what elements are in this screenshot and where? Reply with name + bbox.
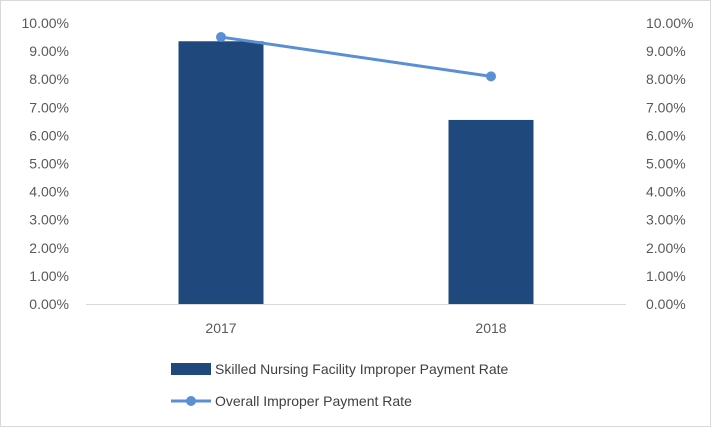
series-line xyxy=(220,35,492,78)
left-axis-tick-label: 9.00% xyxy=(29,43,69,59)
x-axis-tick-label: 2018 xyxy=(475,320,506,336)
right-axis-tick-label: 7.00% xyxy=(646,99,686,115)
left-axis-tick-label: 1.00% xyxy=(29,268,69,284)
legend-label: Overall Improper Payment Rate xyxy=(215,393,412,409)
right-axis-tick-label: 4.00% xyxy=(646,184,686,200)
left-axis-tick-label: 5.00% xyxy=(29,156,69,172)
left-axis-tick-label: 0.00% xyxy=(29,296,69,312)
right-axis-tick-label: 3.00% xyxy=(646,212,686,228)
bar xyxy=(178,41,264,304)
left-axis-tick-label: 10.00% xyxy=(22,15,69,31)
legend-swatch-bar xyxy=(171,363,211,375)
right-axis-tick-label: 5.00% xyxy=(646,156,686,172)
right-axis-tick-label: 8.00% xyxy=(646,71,686,87)
line-point xyxy=(216,32,226,43)
left-axis-tick-label: 7.00% xyxy=(29,99,69,115)
left-axis-tick-label: 4.00% xyxy=(29,184,69,200)
left-axis-tick-label: 6.00% xyxy=(29,127,69,143)
legend-label: Skilled Nursing Facility Improper Paymen… xyxy=(215,361,509,377)
right-axis-tick-label: 9.00% xyxy=(646,43,686,59)
right-axis-tick-label: 6.00% xyxy=(646,127,686,143)
right-axis-tick-label: 1.00% xyxy=(646,268,686,284)
bar xyxy=(448,119,534,304)
x-axis-tick-label: 2017 xyxy=(205,320,236,336)
left-axis-tick-label: 2.00% xyxy=(29,240,69,256)
line-point xyxy=(486,71,496,82)
right-axis-tick-label: 10.00% xyxy=(646,15,693,31)
right-axis-tick-label: 2.00% xyxy=(646,240,686,256)
right-axis-tick-label: 0.00% xyxy=(646,296,686,312)
left-axis-tick-label: 3.00% xyxy=(29,212,69,228)
legend-marker xyxy=(186,396,196,406)
left-axis-tick-label: 8.00% xyxy=(29,71,69,87)
